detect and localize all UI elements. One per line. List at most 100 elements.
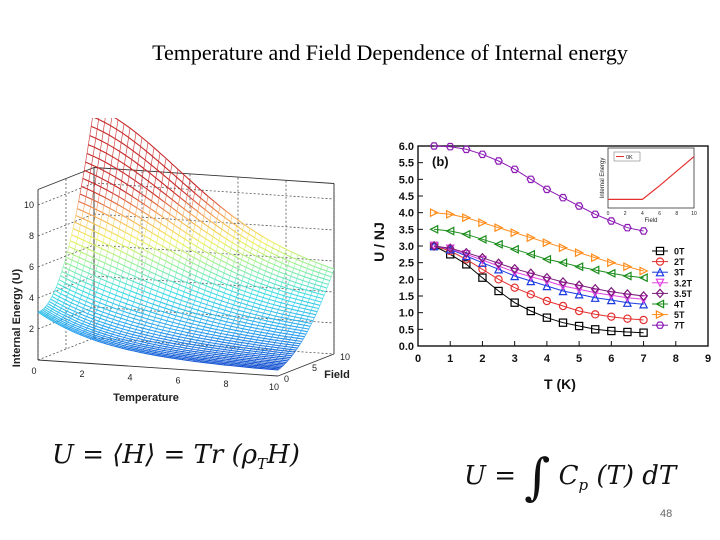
surface-mesh-line xyxy=(220,332,228,336)
surface-mesh-line xyxy=(220,281,228,286)
surface-mesh-line xyxy=(129,210,136,216)
surface-mesh-line xyxy=(115,309,118,314)
surface-mesh-line xyxy=(95,239,98,246)
surface-mesh-line xyxy=(206,317,209,321)
series-point-5T xyxy=(558,243,568,253)
surface-mesh-line xyxy=(49,311,56,317)
surface-mesh-line xyxy=(254,256,257,262)
surface-mesh-line xyxy=(132,150,140,156)
surface-mesh-line xyxy=(196,325,199,329)
surface-mesh-line xyxy=(150,260,153,267)
surface-mesh-line xyxy=(63,286,70,291)
surface-mesh-line xyxy=(275,300,282,304)
surface-mesh-line xyxy=(246,304,254,308)
surface-mesh-line xyxy=(261,351,269,354)
surface-mesh-line xyxy=(119,180,122,189)
surface-mesh-line xyxy=(178,354,181,357)
surface-mesh-line xyxy=(157,306,160,311)
surface-mesh-line xyxy=(103,325,110,329)
surface-mesh-line xyxy=(294,285,301,289)
legend-label-4T: 4T xyxy=(674,300,685,310)
surface-mesh-line xyxy=(96,128,104,133)
series-point-2T xyxy=(639,315,648,325)
surface-mesh-line xyxy=(105,256,113,261)
surface-mesh-line xyxy=(194,280,201,284)
surface-mesh-line xyxy=(132,222,135,229)
surface-z-tick: 10 xyxy=(24,200,34,210)
surface-mesh-line xyxy=(175,343,182,346)
surface-mesh-line xyxy=(149,270,156,275)
surface-mesh-line xyxy=(71,315,79,320)
surface-mesh-line xyxy=(147,276,155,280)
surface-mesh-line xyxy=(88,144,95,148)
surface-mesh-line xyxy=(278,332,281,336)
surface-mesh-line xyxy=(296,277,304,282)
surface-mesh-line xyxy=(168,316,175,320)
series-point-0T xyxy=(639,328,648,337)
surface-mesh-line xyxy=(135,326,138,330)
series-point-4T xyxy=(638,273,648,283)
surface-mesh-line xyxy=(168,313,171,318)
surface-mesh-line xyxy=(227,342,230,346)
surface-mesh-line xyxy=(171,309,178,313)
surface-mesh-line xyxy=(193,331,196,335)
surface-mesh-line xyxy=(261,350,264,353)
surface-mesh-line xyxy=(230,290,233,296)
surface-mesh-line xyxy=(101,335,104,338)
surface-mesh-line xyxy=(116,286,119,291)
surface-mesh-line xyxy=(158,152,161,162)
surface-mesh-line xyxy=(184,208,191,215)
surface-mesh-line xyxy=(100,338,107,342)
surface-mesh-line xyxy=(222,296,230,300)
surface-mesh-line xyxy=(271,368,279,371)
surface-mesh-line xyxy=(91,262,98,267)
surface-mesh-line xyxy=(70,317,77,322)
surface-mesh-line xyxy=(131,159,139,165)
surface-mesh-line xyxy=(119,151,127,156)
surface-mesh-line xyxy=(94,146,101,151)
surface-mesh-line xyxy=(103,334,106,337)
surface-mesh-line xyxy=(79,251,82,258)
surface-mesh-line xyxy=(270,338,277,341)
legend-marker-2T xyxy=(655,257,665,266)
surface-mesh-line xyxy=(149,172,157,179)
surface-mesh-line xyxy=(201,273,204,279)
surface-mesh-line xyxy=(287,330,295,333)
surface-mesh-line xyxy=(146,334,153,338)
series-point-7T xyxy=(462,145,471,154)
surface-mesh-line xyxy=(258,353,261,357)
surface-mesh-line xyxy=(146,281,154,285)
surface-mesh-line xyxy=(207,253,210,259)
surface-mesh-line xyxy=(159,281,167,286)
surface-mesh-line xyxy=(125,334,132,338)
surface-mesh-line xyxy=(329,276,332,281)
surface-mesh-line xyxy=(142,341,149,344)
surface-mesh-line xyxy=(152,155,159,162)
surface-mesh-line xyxy=(112,342,119,345)
surface-mesh-line xyxy=(89,262,92,269)
surface-mesh-line xyxy=(230,356,233,359)
surface-mesh-line xyxy=(89,321,92,325)
surface-mesh-line xyxy=(72,311,75,315)
surface-mesh-line xyxy=(41,309,49,315)
surface-mesh-line xyxy=(109,344,117,348)
surface-mesh-line xyxy=(90,125,98,130)
surface-mesh-line xyxy=(231,347,239,350)
surface-mesh-line xyxy=(140,176,143,185)
surface-mesh-line xyxy=(269,257,277,261)
surface-mesh-line xyxy=(95,175,103,180)
surface-mesh-line xyxy=(154,316,162,320)
surface-mesh-line xyxy=(248,327,251,331)
series-point-2T xyxy=(510,283,519,292)
surface-mesh-line xyxy=(54,287,57,291)
surface-mesh-line xyxy=(302,311,305,316)
series-point-3T xyxy=(494,264,504,274)
surface-mesh-line xyxy=(199,318,202,323)
surface-mesh-line xyxy=(157,204,164,211)
surface-mesh-line xyxy=(111,343,118,347)
surface-mesh-line xyxy=(213,321,220,325)
surface-mesh-line xyxy=(136,307,139,312)
surface-mesh-line xyxy=(91,329,94,333)
surface-mesh-line xyxy=(225,346,233,349)
surface-mesh-line xyxy=(216,328,223,332)
